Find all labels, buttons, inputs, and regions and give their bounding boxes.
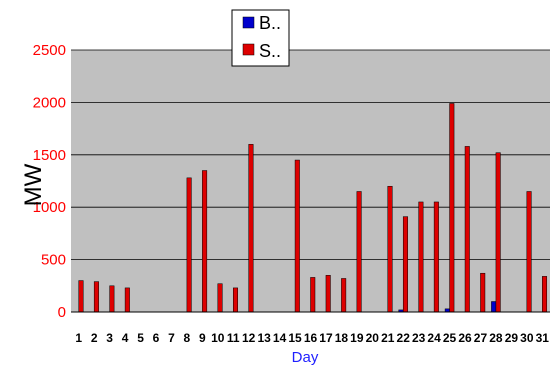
bar-s bbox=[294, 159, 300, 313]
x-tick-label: 25 bbox=[443, 331, 457, 345]
x-tick-label: 22 bbox=[397, 331, 411, 345]
bar-s bbox=[78, 280, 84, 313]
x-tick-label: 13 bbox=[257, 331, 271, 345]
x-tick-label: 8 bbox=[184, 331, 191, 345]
x-tick-label: 14 bbox=[273, 331, 287, 345]
bar-s bbox=[93, 281, 99, 313]
bar-s bbox=[495, 152, 501, 313]
plot-area bbox=[71, 50, 550, 312]
y-tick-label: 1000 bbox=[33, 199, 66, 216]
y-tick-label: 0 bbox=[58, 304, 66, 321]
bar-s bbox=[124, 287, 130, 313]
bar-s bbox=[356, 191, 362, 313]
x-tick-label: 26 bbox=[458, 331, 472, 345]
x-tick-label: 30 bbox=[520, 331, 534, 345]
gridlines bbox=[71, 49, 550, 261]
x-tick-label: 5 bbox=[137, 331, 144, 345]
legend-label-b: B.. bbox=[259, 13, 281, 33]
bar-s bbox=[464, 146, 470, 313]
y-axis-label: MW bbox=[20, 163, 47, 206]
bar-b bbox=[491, 301, 497, 313]
x-tick-label: 28 bbox=[489, 331, 503, 345]
y-tick-label: 2000 bbox=[33, 94, 66, 111]
bar-s bbox=[109, 285, 115, 313]
x-tick-label: 12 bbox=[242, 331, 256, 345]
bar-s bbox=[449, 103, 455, 313]
x-tick-label: 19 bbox=[350, 331, 364, 345]
x-tick-label: 24 bbox=[427, 331, 441, 345]
y-tick-label: 500 bbox=[41, 252, 66, 269]
bar-s bbox=[217, 283, 223, 313]
x-tick-label: 1 bbox=[75, 331, 82, 345]
x-tick-label: 18 bbox=[335, 331, 349, 345]
x-tick-label: 7 bbox=[168, 331, 175, 345]
x-tick-label: 15 bbox=[288, 331, 302, 345]
x-tick-label: 29 bbox=[505, 331, 519, 345]
x-tick-label: 4 bbox=[122, 331, 129, 345]
x-tick-label: 17 bbox=[319, 331, 333, 345]
legend-label-s: S.. bbox=[259, 41, 281, 61]
x-tick-labels: 1 2 3 4 5 6 7 8 9 10 11 12 13 14 15 16 17 18 19 20 21 22 23 24 2… bbox=[75, 331, 549, 345]
bar-s bbox=[418, 201, 424, 313]
bar-s bbox=[402, 216, 408, 313]
x-tick-label: 20 bbox=[366, 331, 380, 345]
x-tick-label: 21 bbox=[381, 331, 395, 345]
x-tick-label: 16 bbox=[304, 331, 318, 345]
legend-swatch-b bbox=[242, 16, 255, 29]
x-tick-label: 11 bbox=[227, 331, 240, 345]
x-axis-label: Day bbox=[292, 349, 319, 366]
bar-s bbox=[526, 191, 532, 313]
x-tick-label: 27 bbox=[474, 331, 488, 345]
x-tick-label: 6 bbox=[153, 331, 160, 345]
bar-s bbox=[542, 276, 548, 313]
bar-s bbox=[186, 177, 192, 313]
x-tick-label: 31 bbox=[536, 331, 550, 345]
bar-s bbox=[433, 201, 439, 313]
bar-s bbox=[387, 185, 393, 313]
x-tick-label: 2 bbox=[91, 331, 98, 345]
x-tick-label: 3 bbox=[106, 331, 113, 345]
bar-s bbox=[310, 277, 316, 313]
legend-box bbox=[231, 9, 290, 67]
x-tick-label: 9 bbox=[199, 331, 206, 345]
x-tick-label: 23 bbox=[412, 331, 426, 345]
bar-s bbox=[480, 272, 486, 313]
x-tick-label: 10 bbox=[211, 331, 225, 345]
bar-s bbox=[341, 278, 347, 313]
bar-s bbox=[248, 144, 254, 313]
bar-s bbox=[325, 275, 331, 313]
legend-swatch-s bbox=[242, 43, 255, 56]
bar-s bbox=[202, 170, 208, 313]
legend: B.. S.. bbox=[231, 9, 290, 67]
y-tick-label: 1500 bbox=[33, 147, 66, 164]
y-tick-label: 2500 bbox=[33, 42, 66, 59]
bar-s bbox=[232, 287, 238, 313]
y-tick-labels: 0 500 1000 1500 2000 2500 bbox=[33, 42, 66, 321]
